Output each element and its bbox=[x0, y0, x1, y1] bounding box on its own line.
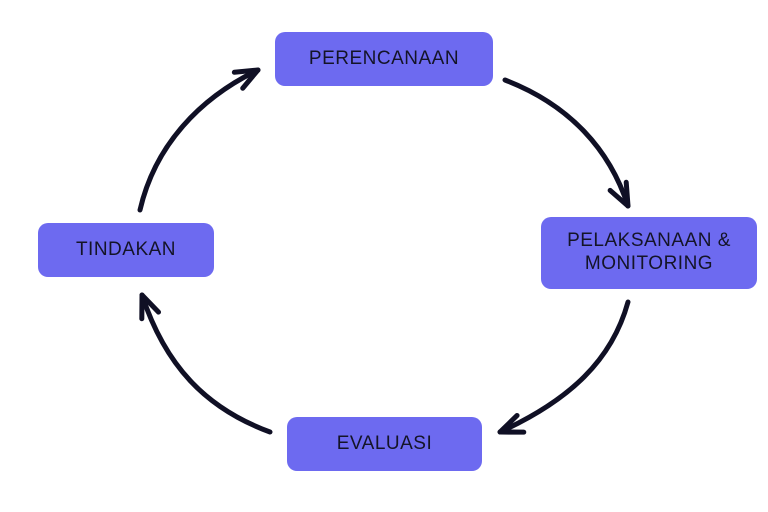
arrowhead-e4 bbox=[234, 70, 258, 88]
node-label: EVALUASI bbox=[337, 433, 433, 456]
arrowhead-e2 bbox=[500, 415, 524, 432]
node-label: TINDAKAN bbox=[76, 239, 176, 262]
cycle-diagram: PERENCANAAN PELAKSANAAN & MONITORING EVALU… bbox=[0, 0, 768, 512]
arrow-e3 bbox=[142, 295, 270, 432]
node-label: PERENCANAAN bbox=[309, 48, 459, 71]
arrowhead-e1 bbox=[610, 182, 628, 206]
arrow-e2 bbox=[500, 302, 628, 432]
node-perencanaan: PERENCANAAN bbox=[275, 32, 493, 86]
node-pelaksanaan: PELAKSANAAN & MONITORING bbox=[541, 217, 757, 289]
arrowhead-e3 bbox=[142, 295, 159, 319]
node-label: PELAKSANAAN & MONITORING bbox=[567, 230, 731, 276]
arrow-e4 bbox=[140, 70, 258, 210]
node-evaluasi: EVALUASI bbox=[287, 417, 482, 471]
node-tindakan: TINDAKAN bbox=[38, 223, 214, 277]
arrow-e1 bbox=[505, 80, 628, 206]
